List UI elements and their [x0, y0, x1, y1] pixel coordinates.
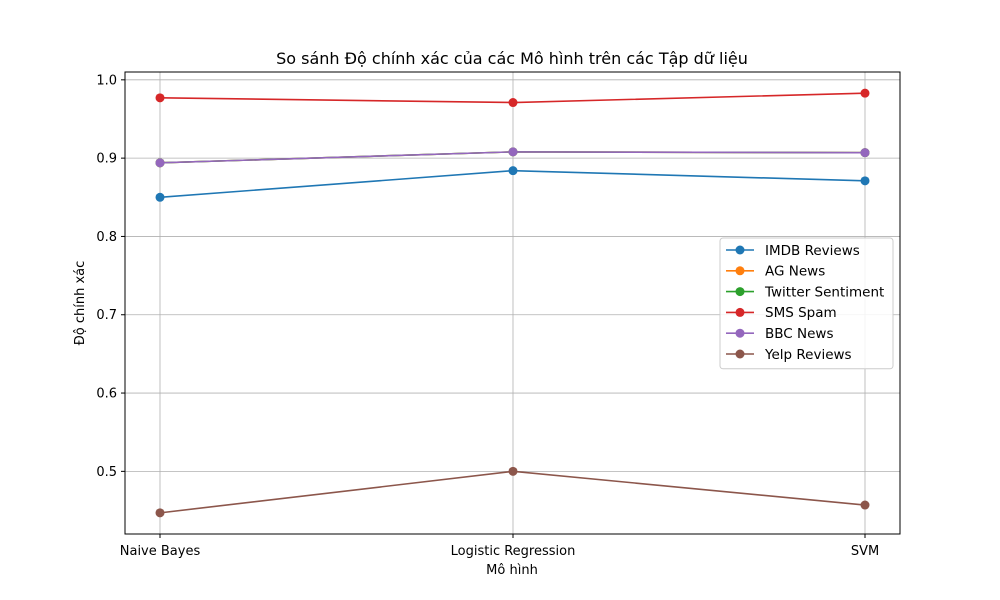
legend-label: IMDB Reviews: [765, 243, 860, 259]
axis-ticks: Naive Bayes Logistic Regression SVM 0.5 0.6 0…: [96, 73, 879, 559]
legend-label: AG News: [765, 264, 825, 280]
legend-marker: [735, 328, 745, 338]
data-point: [508, 466, 518, 476]
legend-item: SMS Spam: [726, 305, 837, 321]
y-tick-label: 0.7: [96, 308, 117, 323]
legend-item: AG News: [726, 264, 825, 280]
chart-title: So sánh Độ chính xác của các Mô hình trê…: [276, 49, 748, 68]
legend-item: Twitter Sentiment: [726, 284, 884, 300]
legend-label: SMS Spam: [765, 305, 837, 321]
series-group: [155, 88, 870, 518]
legend-marker: [735, 287, 745, 297]
data-point: [860, 148, 870, 158]
legend-marker: [735, 307, 745, 317]
data-point: [155, 508, 165, 518]
y-tick-label: 0.6: [96, 387, 117, 402]
series-sms-spam: [155, 88, 870, 108]
data-point: [508, 98, 518, 108]
legend-item: Yelp Reviews: [726, 347, 852, 363]
data-point: [860, 176, 870, 186]
legend-item: IMDB Reviews: [726, 243, 860, 259]
legend-label: BBC News: [765, 326, 833, 342]
legend-marker: [735, 266, 745, 276]
data-point: [860, 88, 870, 98]
data-point: [155, 158, 165, 168]
y-tick-label: 0.8: [96, 230, 117, 245]
data-point: [508, 147, 518, 157]
series-bbc-news: [155, 147, 870, 168]
y-tick-label: 1.0: [96, 73, 117, 88]
y-tick-label: 0.5: [96, 465, 117, 480]
legend-label: Twitter Sentiment: [764, 284, 884, 300]
legend: IMDB Reviews AG News Twitter Sentiment SMS …: [719, 237, 894, 370]
data-point: [155, 192, 165, 202]
x-axis-label: Mô hình: [486, 563, 538, 578]
data-point: [155, 93, 165, 103]
legend-marker: [735, 349, 745, 359]
data-point: [508, 166, 518, 176]
series-imdb-reviews: [155, 166, 870, 202]
x-tick-label: Logistic Regression: [451, 544, 576, 559]
data-point: [860, 500, 870, 510]
legend-marker: [735, 245, 745, 255]
x-tick-label: SVM: [851, 544, 879, 559]
x-tick-label: Naive Bayes: [120, 544, 201, 559]
legend-item: BBC News: [726, 326, 833, 342]
legend-box: [719, 237, 894, 370]
y-axis-label: Độ chính xác: [73, 261, 88, 346]
series-yelp-reviews: [155, 466, 870, 518]
y-tick-label: 0.9: [96, 152, 117, 167]
legend-label: Yelp Reviews: [764, 347, 852, 363]
